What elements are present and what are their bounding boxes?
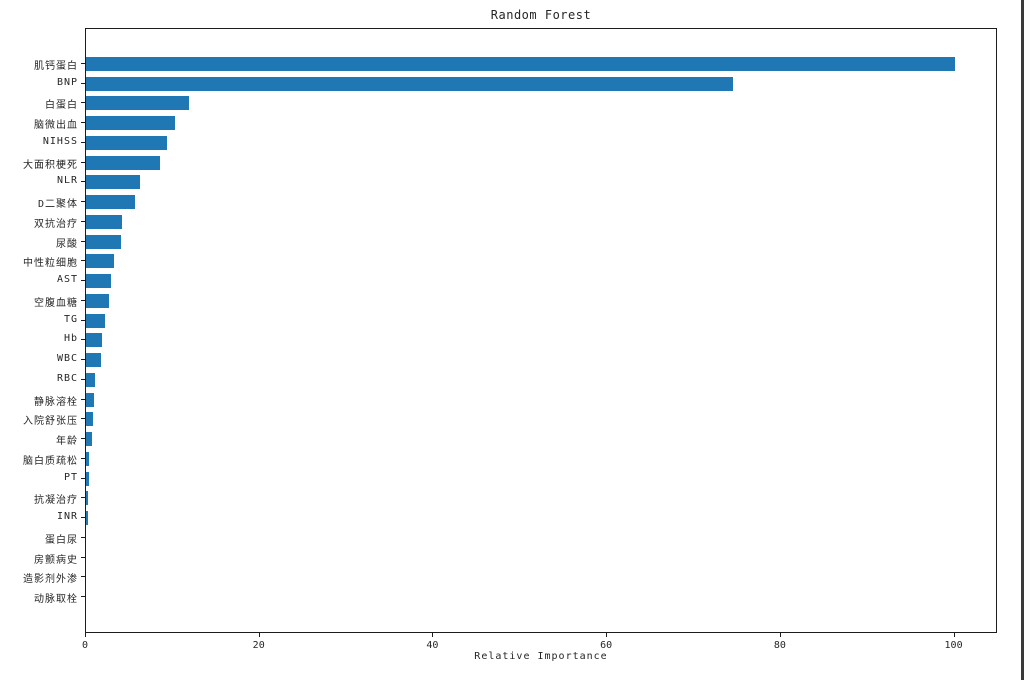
y-tick-mark — [81, 378, 85, 380]
y-tick-label: 大面积梗死 — [23, 159, 78, 171]
y-tick-label: 年龄 — [56, 436, 78, 448]
bar — [86, 293, 110, 308]
y-tick-label: 脑白质疏松 — [23, 455, 78, 467]
y-tick-mark — [81, 102, 85, 104]
y-tick-mark — [81, 596, 85, 597]
y-tick-mark — [81, 181, 85, 183]
bar — [86, 412, 93, 427]
y-tick-mark — [81, 122, 85, 124]
x-tick-label: 80 — [773, 640, 786, 651]
y-tick-label: RBC — [56, 372, 78, 384]
x-tick-label: 60 — [600, 640, 613, 651]
bar — [86, 392, 94, 407]
y-tick-label: NLR — [56, 175, 78, 187]
x-tick-mark — [432, 633, 434, 637]
bar — [86, 214, 123, 229]
y-tick-mark — [81, 398, 85, 400]
y-tick-mark — [81, 82, 85, 84]
y-tick-mark — [81, 220, 85, 222]
y-tick-label: 脑微出血 — [34, 120, 78, 132]
x-tick-label: 0 — [81, 640, 89, 651]
y-tick-label: 房颤病史 — [34, 554, 78, 566]
y-tick-mark — [81, 339, 85, 341]
x-tick-mark — [85, 633, 86, 637]
bar — [86, 254, 114, 269]
y-tick-label: D二聚体 — [37, 199, 78, 211]
bar — [86, 195, 135, 210]
y-tick-label: 动脉取栓 — [34, 594, 78, 605]
bar — [86, 313, 106, 328]
bar — [86, 234, 121, 249]
x-tick-label: 40 — [426, 640, 439, 651]
y-tick-mark — [81, 299, 85, 301]
bar — [86, 76, 734, 91]
y-tick-label: 蛋白尿 — [45, 534, 78, 546]
y-tick-mark — [81, 201, 85, 203]
bar — [86, 511, 88, 526]
x-tick-mark — [779, 633, 781, 637]
y-tick-label: 抗凝治疗 — [34, 495, 78, 507]
y-tick-mark — [81, 161, 85, 163]
chart-title: Random Forest — [490, 8, 592, 22]
y-tick-label: WBC — [56, 353, 78, 365]
bar — [86, 57, 955, 71]
plot-area — [85, 28, 997, 633]
x-tick-mark — [606, 633, 608, 637]
y-tick-label: NIHSS — [42, 135, 78, 147]
y-tick-label: PT — [63, 471, 78, 483]
bar — [86, 155, 160, 170]
bar — [86, 471, 89, 486]
y-tick-label: 双抗治疗 — [34, 218, 78, 230]
y-tick-mark — [81, 240, 85, 242]
x-tick-mark — [258, 633, 260, 637]
x-tick-label: 20 — [252, 640, 265, 651]
x-tick-label: 100 — [944, 640, 963, 651]
bar — [86, 274, 112, 289]
y-tick-label: 肌钙蛋白 — [34, 61, 78, 72]
y-tick-mark — [81, 536, 85, 538]
bar — [86, 96, 190, 111]
y-tick-mark — [81, 497, 85, 499]
y-tick-label: BNP — [56, 76, 78, 88]
bar — [86, 333, 102, 348]
bar — [86, 353, 101, 368]
window-right-edge — [1021, 0, 1024, 680]
y-tick-mark — [81, 477, 85, 479]
y-tick-mark — [81, 260, 85, 262]
bar — [86, 432, 93, 447]
bar — [86, 175, 140, 190]
y-tick-mark — [81, 556, 85, 558]
y-tick-mark — [81, 457, 85, 459]
y-tick-label: 白蛋白 — [45, 100, 78, 112]
y-tick-label: 静脉溶栓 — [34, 396, 78, 408]
y-tick-mark — [81, 359, 85, 361]
y-tick-mark — [81, 280, 85, 282]
y-tick-mark — [81, 517, 85, 519]
y-tick-label: 入院舒张压 — [23, 416, 78, 428]
y-tick-mark — [81, 141, 85, 143]
y-tick-label: TG — [63, 313, 78, 325]
y-tick-label: 中性粒细胞 — [23, 258, 78, 270]
y-tick-mark — [81, 576, 85, 578]
y-tick-mark — [81, 438, 85, 440]
bar — [86, 116, 176, 131]
y-tick-label: INR — [56, 511, 78, 523]
x-axis-label: Relative Importance — [474, 651, 608, 662]
y-tick-mark — [81, 418, 85, 420]
bar — [86, 372, 95, 387]
bar — [86, 451, 90, 466]
y-tick-mark — [81, 63, 85, 64]
bar — [86, 135, 167, 150]
y-tick-label: 尿酸 — [56, 238, 78, 250]
y-tick-label: 造影剂外渗 — [23, 574, 78, 586]
bar — [86, 491, 89, 506]
y-tick-label: AST — [56, 274, 78, 286]
y-tick-label: 空腹血糖 — [34, 297, 78, 309]
y-tick-mark — [81, 319, 85, 321]
x-tick-mark — [953, 633, 955, 637]
y-tick-label: Hb — [63, 333, 78, 345]
